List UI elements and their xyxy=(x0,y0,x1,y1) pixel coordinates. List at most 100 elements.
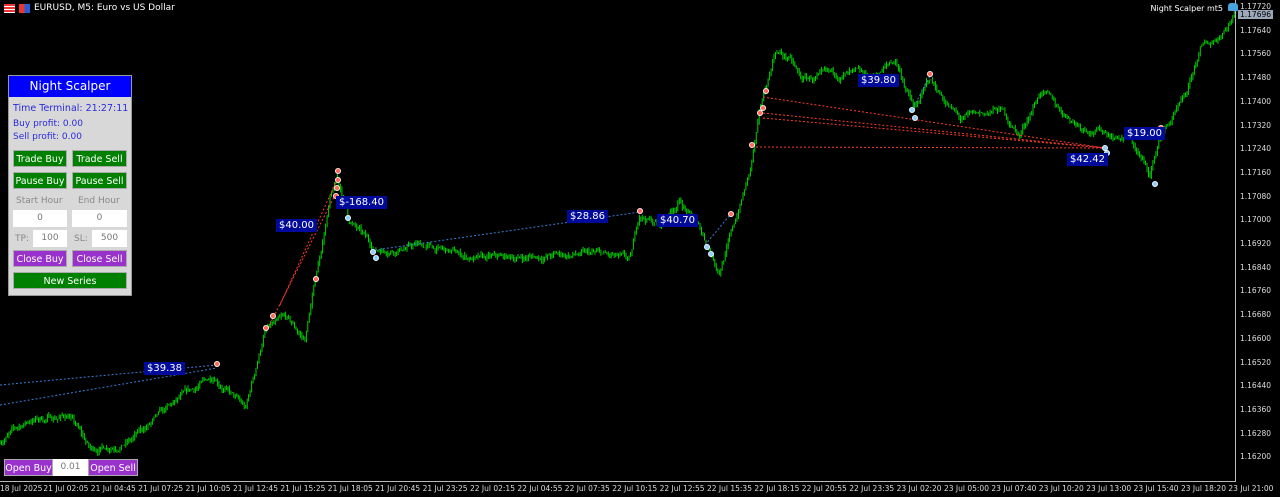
price-tick: 1.17400 xyxy=(1240,96,1272,106)
buy-profit: Buy profit: 0.00 xyxy=(13,119,83,129)
price-tick: 1.16200 xyxy=(1240,452,1272,462)
buy-trade-line xyxy=(0,367,218,406)
time-tick: 21 Jul 15:25 xyxy=(280,484,326,493)
time-terminal: Time Terminal: 21:27:11 xyxy=(13,103,129,114)
sell-arrow-icon xyxy=(763,88,770,95)
buy-arrow-icon xyxy=(1152,180,1159,187)
time-tick: 23 Jul 02:20 xyxy=(896,484,942,493)
open-sell-button[interactable]: Open Sell xyxy=(88,459,138,476)
time-tick: 23 Jul 10:20 xyxy=(1038,484,1084,493)
sell-arrow-icon xyxy=(757,110,764,117)
time-tick: 18 Jul 2025 xyxy=(0,484,43,493)
time-tick: 21 Jul 18:05 xyxy=(327,484,373,493)
pause-sell-button[interactable]: Pause Sell xyxy=(72,172,127,189)
time-tick: 22 Jul 18:15 xyxy=(754,484,800,493)
trade-lines xyxy=(0,75,1106,406)
sell-arrow-icon xyxy=(637,207,644,214)
pause-buy-button[interactable]: Pause Buy xyxy=(13,172,67,189)
buy-trade-line xyxy=(911,75,931,111)
profit-label: $42.42 xyxy=(1067,153,1108,166)
time-tick: 22 Jul 12:55 xyxy=(659,484,705,493)
time-tick: 23 Jul 13:00 xyxy=(1086,484,1132,493)
profit-label: $39.38 xyxy=(144,362,185,375)
symbol-icon xyxy=(19,3,30,13)
time-tick: 21 Jul 12:45 xyxy=(233,484,278,493)
price-tick: 1.17320 xyxy=(1240,120,1272,130)
profit-label: $40.70 xyxy=(657,214,698,227)
time-tick: 22 Jul 07:35 xyxy=(564,484,610,493)
time-tick: 21 Jul 07:25 xyxy=(138,484,184,493)
price-tick: 1.17640 xyxy=(1240,25,1272,35)
close-buy-button[interactable]: Close Buy xyxy=(13,250,67,267)
time-tick: 22 Jul 02:15 xyxy=(470,484,515,493)
profit-label: $28.86 xyxy=(567,210,608,223)
buy-arrow-icon xyxy=(372,254,379,261)
buy-arrow-icon xyxy=(344,214,351,221)
end-hour-input[interactable]: 0 xyxy=(72,210,127,227)
sl-label: SL: xyxy=(74,234,88,244)
price-bars xyxy=(0,10,1235,456)
price-tick: 1.16280 xyxy=(1240,428,1272,438)
sell-arrow-icon xyxy=(760,105,767,112)
sell-trade-line xyxy=(762,112,1106,149)
tp-input[interactable]: 100 xyxy=(33,230,67,247)
price-tick: 1.16600 xyxy=(1240,333,1272,343)
night-scalper-panel: Night Scalper Time Terminal: 21:27:11 Bu… xyxy=(8,75,132,296)
buy-trade-line xyxy=(374,211,641,251)
time-tick: 22 Jul 15:35 xyxy=(707,484,752,493)
price-tick: 1.17240 xyxy=(1240,144,1272,154)
price-tick: 1.17720 xyxy=(1240,2,1272,11)
trade-sell-button[interactable]: Trade Sell xyxy=(72,150,127,167)
sell-arrow-icon xyxy=(334,176,341,183)
price-tick: 1.17560 xyxy=(1240,49,1272,59)
sell-trade-line xyxy=(762,117,1106,149)
profit-label: $39.80 xyxy=(858,74,899,87)
buy-arrow-icon xyxy=(912,115,919,122)
sell-arrow-icon xyxy=(312,275,319,282)
sell-arrow-icon xyxy=(213,360,220,367)
sell-arrow-icon xyxy=(334,167,341,174)
chart-menu-icon[interactable] xyxy=(4,3,15,13)
sell-arrow-icon xyxy=(749,141,756,148)
sell-trade-line xyxy=(751,146,1106,149)
start-hour-label: Start Hour xyxy=(16,196,63,206)
price-tick: 1.17080 xyxy=(1240,191,1272,201)
lot-size-input[interactable]: 0.01 xyxy=(53,459,88,476)
buy-arrow-icon xyxy=(1102,144,1109,151)
sell-arrow-icon xyxy=(728,210,735,217)
price-tick: 1.16360 xyxy=(1240,404,1272,414)
tp-label: TP: xyxy=(15,234,29,244)
time-tick: 21 Jul 20:45 xyxy=(375,484,421,493)
price-tick: 1.17480 xyxy=(1240,73,1272,83)
profit-label: $40.00 xyxy=(276,219,317,232)
price-tick: 1.16520 xyxy=(1240,357,1272,367)
time-tick: 22 Jul 20:55 xyxy=(801,484,847,493)
trade-buy-button[interactable]: Trade Buy xyxy=(13,150,67,167)
sell-arrow-icon xyxy=(262,324,269,331)
price-tick: 1.16760 xyxy=(1240,286,1272,296)
profit-label: $-168.40 xyxy=(336,196,387,209)
new-series-button[interactable]: New Series xyxy=(13,272,127,289)
sl-input[interactable]: 500 xyxy=(92,230,127,247)
price-tick: 1.16840 xyxy=(1240,262,1272,272)
expert-hat-icon[interactable] xyxy=(1228,3,1238,11)
price-tick: 1.16440 xyxy=(1240,381,1272,391)
buy-arrow-icon xyxy=(704,243,711,250)
profit-label: $19.00 xyxy=(1124,127,1165,140)
buy-arrow-icon xyxy=(708,250,715,257)
end-hour-label: End Hour xyxy=(78,196,120,206)
open-buy-button[interactable]: Open Buy xyxy=(4,459,53,476)
sell-trade-line xyxy=(267,194,336,329)
time-tick: 22 Jul 10:15 xyxy=(612,484,658,493)
current-price-label: 1.17696 xyxy=(1238,10,1274,19)
buy-arrow-icon xyxy=(369,248,376,255)
sell-arrow-icon xyxy=(927,71,934,78)
buy-trade-line xyxy=(704,214,731,246)
close-sell-button[interactable]: Close Sell xyxy=(72,250,127,267)
sell-trade-line xyxy=(762,96,1106,149)
time-tick: 21 Jul 10:05 xyxy=(185,484,231,493)
start-hour-input[interactable]: 0 xyxy=(13,210,67,227)
time-tick: 23 Jul 07:40 xyxy=(991,484,1037,493)
price-tick: 1.16920 xyxy=(1240,239,1272,248)
